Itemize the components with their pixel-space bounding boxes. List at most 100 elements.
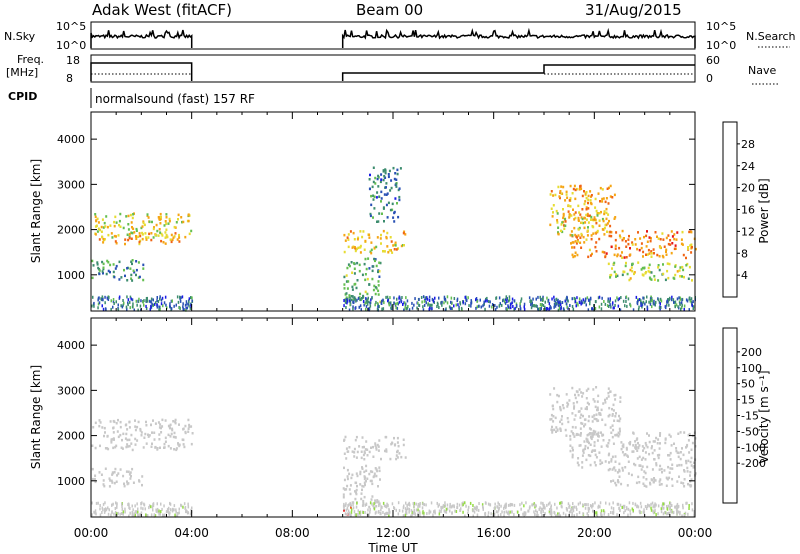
data-cell <box>577 228 580 231</box>
ground-scatter-cell <box>134 504 136 508</box>
data-cell <box>685 461 688 465</box>
ground-scatter-cell <box>380 512 382 516</box>
y-tick-label: 2000 <box>57 430 85 443</box>
ground-scatter-cell <box>135 299 138 303</box>
data-cell <box>656 253 659 257</box>
ground-scatter-cell <box>645 507 648 510</box>
ground-scatter-cell <box>507 304 509 308</box>
data-cell <box>160 239 163 243</box>
data-cell <box>393 211 396 215</box>
data-cell <box>594 245 597 249</box>
ground-scatter-cell <box>352 298 355 302</box>
ground-scatter-cell <box>629 302 631 306</box>
data-cell <box>115 242 118 245</box>
ground-scatter-cell <box>396 301 399 305</box>
ground-scatter-cell <box>350 511 353 515</box>
data-cell <box>598 219 601 222</box>
data-cell <box>119 433 122 437</box>
data-cell <box>361 235 364 239</box>
ground-scatter-cell <box>130 297 132 301</box>
ground-scatter-cell <box>146 514 149 518</box>
ground-scatter-cell <box>404 513 407 517</box>
data-cell <box>682 453 685 457</box>
ground-scatter-cell <box>155 509 158 513</box>
ground-scatter-cell <box>388 507 390 511</box>
ground-scatter-cell <box>364 301 367 305</box>
ground-scatter-cell <box>343 507 345 511</box>
data-cell <box>643 267 646 270</box>
data-cell <box>361 446 364 449</box>
data-cell <box>607 468 610 472</box>
data-cell <box>91 467 94 471</box>
data-cell <box>573 226 576 230</box>
data-cell <box>104 225 107 228</box>
data-cell <box>125 432 128 436</box>
data-cell <box>129 267 132 270</box>
ground-scatter-cell <box>374 303 376 307</box>
data-cell <box>374 258 377 261</box>
ground-scatter-cell <box>513 503 516 507</box>
data-cell <box>677 455 680 459</box>
ground-scatter-cell <box>570 507 573 511</box>
data-cell <box>569 233 572 237</box>
data-cell <box>115 221 118 224</box>
ground-scatter-cell <box>91 513 93 517</box>
data-cell <box>646 465 649 469</box>
ground-scatter-cell <box>127 298 130 302</box>
data-cell <box>132 481 135 484</box>
data-cell <box>362 499 365 503</box>
data-cell <box>122 226 125 230</box>
nave-label: Nave <box>748 64 776 77</box>
data-cell <box>580 432 582 435</box>
ground-scatter-cell <box>616 502 619 506</box>
data-cell <box>571 412 574 415</box>
ground-scatter-cell <box>604 302 607 306</box>
data-cell <box>363 481 366 484</box>
data-cell <box>354 481 357 484</box>
data-cell <box>688 451 691 454</box>
data-cell <box>573 246 576 249</box>
data-cell <box>139 427 142 431</box>
ground-scatter-cell <box>652 511 655 515</box>
data-cell <box>345 457 348 460</box>
data-cell <box>631 262 634 266</box>
data-cell <box>99 444 101 448</box>
data-cell <box>676 480 679 483</box>
data-cell <box>668 471 671 474</box>
ground-scatter-cell <box>456 299 458 303</box>
data-cell <box>391 208 394 212</box>
ground-scatter-cell <box>164 513 166 517</box>
data-cell <box>687 459 690 463</box>
ground-scatter-cell <box>602 509 605 513</box>
data-cell <box>370 203 373 207</box>
data-cell <box>366 477 369 480</box>
data-cell <box>168 219 171 223</box>
data-cell <box>608 219 610 223</box>
ground-scatter-cell <box>627 513 629 517</box>
ground-scatter-cell <box>467 505 470 509</box>
data-cell <box>589 254 592 257</box>
ground-scatter-cell <box>133 512 135 516</box>
data-cell <box>590 237 593 241</box>
ground-scatter-cell <box>156 507 159 511</box>
data-cell <box>111 471 114 474</box>
ground-scatter-cell <box>566 295 568 299</box>
data-cell <box>593 461 596 464</box>
data-cell <box>374 292 377 296</box>
data-cell <box>165 222 168 226</box>
data-cell <box>382 178 385 182</box>
ground-scatter-cell <box>662 512 665 516</box>
data-cell <box>381 212 383 215</box>
data-cell <box>378 212 381 215</box>
data-cell <box>631 269 634 273</box>
ground-scatter-cell <box>555 298 557 301</box>
ground-scatter-cell <box>173 304 175 308</box>
ground-scatter-cell <box>186 302 188 306</box>
data-cell <box>581 466 584 469</box>
ground-scatter-cell <box>542 510 544 513</box>
data-cell <box>669 435 672 438</box>
data-cell <box>631 241 634 244</box>
data-cell <box>359 246 362 249</box>
data-cell <box>173 225 176 229</box>
data-cell <box>688 432 691 436</box>
